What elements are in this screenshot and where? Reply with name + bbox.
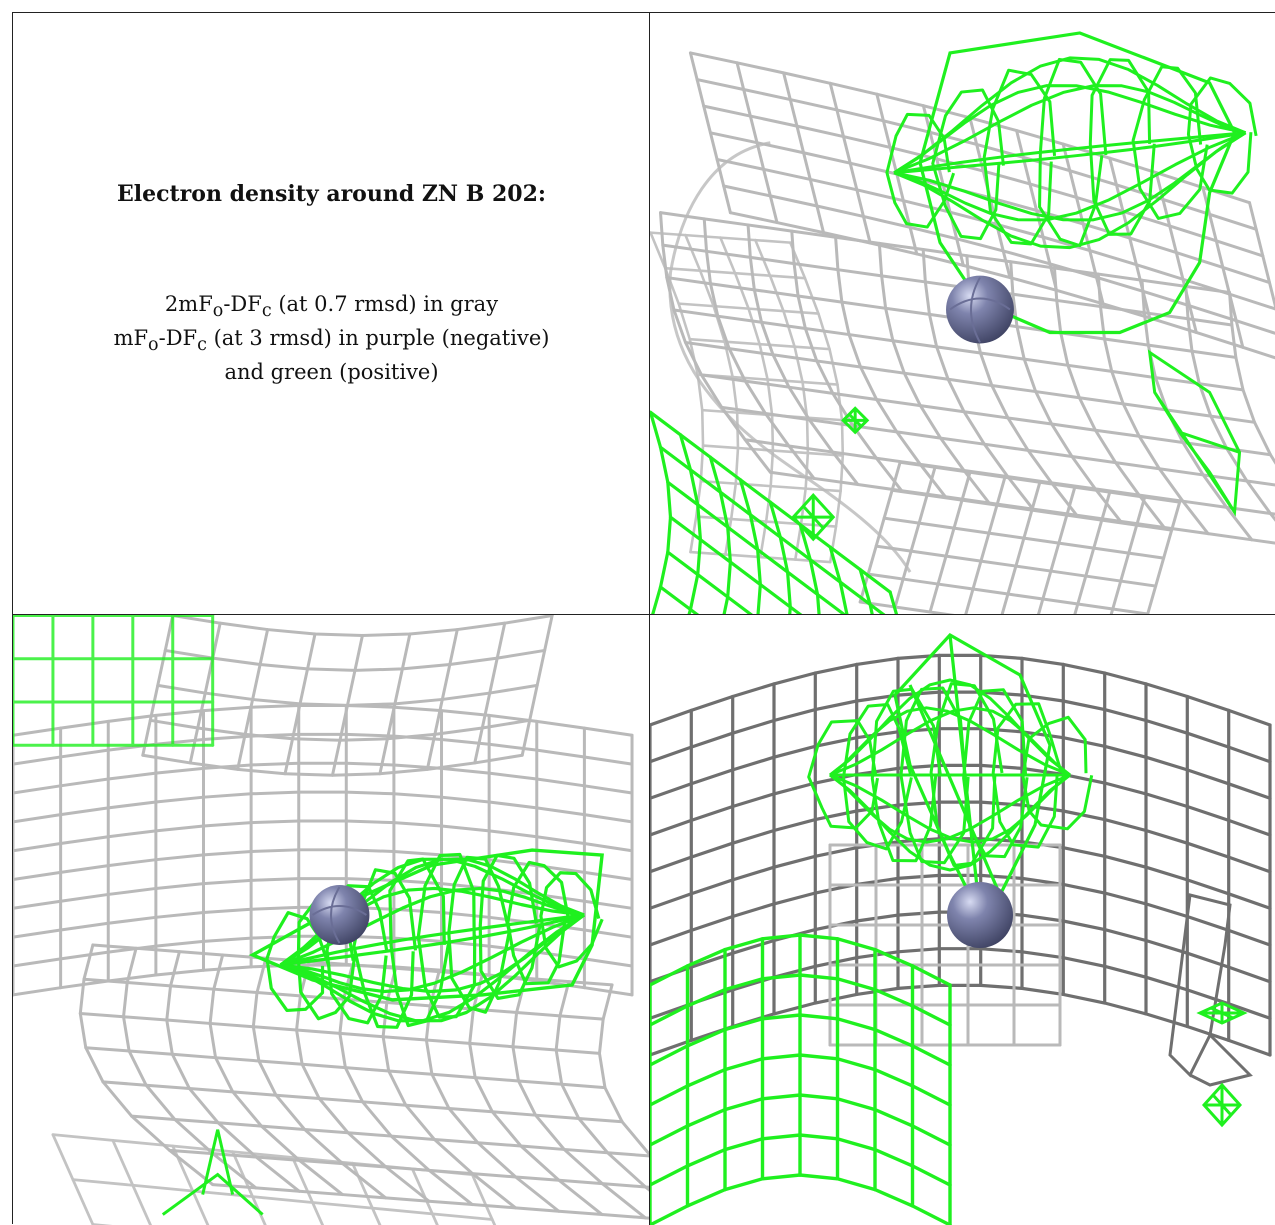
gray-contour-arc: [668, 141, 912, 573]
green-cage-outline: [918, 31, 1237, 335]
green-cage-outline: [248, 848, 604, 1002]
green-blob-right-upper: [1196, 1001, 1248, 1025]
gray-mesh-right-tail: [1168, 893, 1253, 1087]
mesh-render-3: [650, 632, 1272, 1225]
zinc-sphere: [309, 885, 370, 945]
legend-line-positive: and green (positive): [224, 360, 439, 385]
gray-mesh-lower: [858, 460, 1182, 614]
mesh-render-1: [650, 31, 1275, 614]
figure-title: Electron density around ZN B 202:: [117, 181, 546, 207]
map-legend: 2mFo-DFc (at 0.7 rmsd) in gray mFo-DFc (…: [13, 291, 649, 386]
gray-mesh-top: [141, 615, 554, 777]
zinc-sphere: [946, 275, 1014, 344]
green-blob-lower: [791, 492, 836, 542]
green-mesh-bottom-left: [650, 410, 899, 614]
figure-grid: Electron density around ZN B 202: 2mFo-D…: [12, 12, 1275, 1225]
density-view-bottom-right: [650, 615, 1275, 1225]
legend-line-fofc: mFo-DFc (at 3 rmsd) in purple (negative): [113, 326, 550, 356]
caption-panel: Electron density around ZN B 202: 2mFo-D…: [13, 13, 650, 615]
legend-line-2fofc: 2mFo-DFc (at 0.7 rmsd) in gray: [164, 292, 499, 322]
green-mesh-bottom-left: [650, 933, 952, 1225]
mesh-render-2: [13, 615, 649, 1225]
green-blob-small: [841, 406, 870, 435]
green-mesh-top-left: [13, 615, 215, 747]
green-mesh-bottom-wisp: [161, 1129, 264, 1216]
green-blob-right-lower: [1201, 1082, 1243, 1128]
gray-mesh-middle: [659, 211, 1275, 545]
zinc-sphere: [947, 882, 1013, 948]
green-cage-lens: [265, 852, 604, 1029]
zinc-sphere-mesh: [311, 886, 367, 944]
gray-mesh-bottom-strip: [51, 1133, 497, 1225]
density-view-bottom-left: [13, 615, 650, 1225]
density-view-top-right: [650, 13, 1275, 615]
zinc-sphere-mesh: [949, 277, 1011, 343]
green-cage-drop: [807, 678, 1094, 872]
green-mesh-right-blob: [1147, 349, 1242, 517]
